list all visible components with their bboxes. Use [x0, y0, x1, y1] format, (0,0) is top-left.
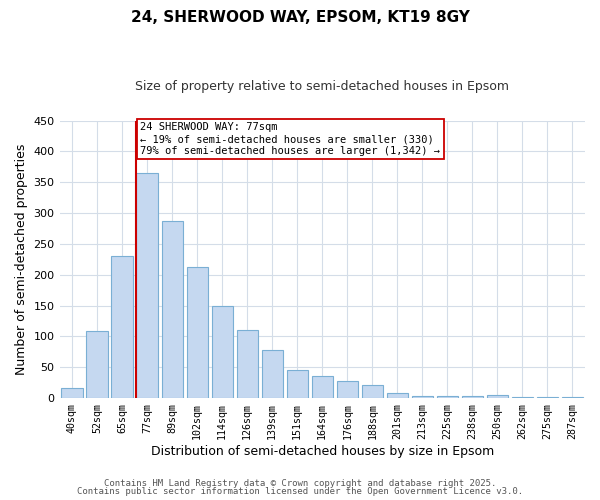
Bar: [462, 396, 483, 398]
Bar: [112, 256, 133, 398]
Bar: [337, 381, 358, 398]
Bar: [287, 370, 308, 398]
Bar: [487, 395, 508, 398]
Bar: [362, 384, 383, 398]
Bar: [262, 350, 283, 398]
Bar: [161, 221, 183, 398]
Title: Size of property relative to semi-detached houses in Epsom: Size of property relative to semi-detach…: [135, 80, 509, 93]
Bar: [136, 173, 158, 398]
Bar: [187, 266, 208, 398]
Bar: [412, 396, 433, 398]
Bar: [86, 332, 108, 398]
Bar: [236, 330, 258, 398]
X-axis label: Distribution of semi-detached houses by size in Epsom: Distribution of semi-detached houses by …: [151, 444, 494, 458]
Text: Contains public sector information licensed under the Open Government Licence v3: Contains public sector information licen…: [77, 487, 523, 496]
Text: 24, SHERWOOD WAY, EPSOM, KT19 8GY: 24, SHERWOOD WAY, EPSOM, KT19 8GY: [131, 10, 469, 25]
Bar: [387, 392, 408, 398]
Bar: [437, 396, 458, 398]
Bar: [61, 388, 83, 398]
Text: Contains HM Land Registry data © Crown copyright and database right 2025.: Contains HM Land Registry data © Crown c…: [104, 478, 496, 488]
Text: 24 SHERWOOD WAY: 77sqm
← 19% of semi-detached houses are smaller (330)
79% of se: 24 SHERWOOD WAY: 77sqm ← 19% of semi-det…: [140, 122, 440, 156]
Bar: [311, 376, 333, 398]
Y-axis label: Number of semi-detached properties: Number of semi-detached properties: [15, 144, 28, 375]
Bar: [212, 306, 233, 398]
